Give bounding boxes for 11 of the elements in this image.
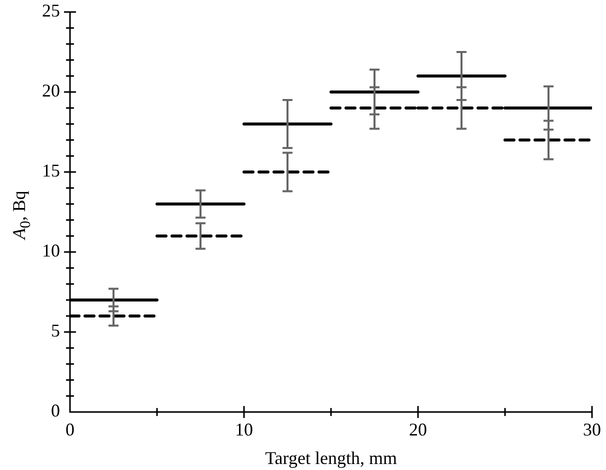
y-tick-label: 10 [42, 240, 60, 261]
y-tick-label: 0 [51, 400, 60, 421]
x-tick-label: 20 [409, 420, 427, 440]
y-tick-label: 25 [42, 0, 60, 21]
x-axis-title: Target length, mm [265, 448, 397, 468]
x-tick-label: 0 [66, 420, 74, 440]
y-tick-label: 20 [42, 80, 60, 101]
x-tick-label: 30 [583, 420, 601, 440]
y-tick-label: 5 [51, 320, 60, 341]
x-tick-label: 10 [235, 420, 253, 440]
y-tick-label: 15 [42, 160, 60, 181]
